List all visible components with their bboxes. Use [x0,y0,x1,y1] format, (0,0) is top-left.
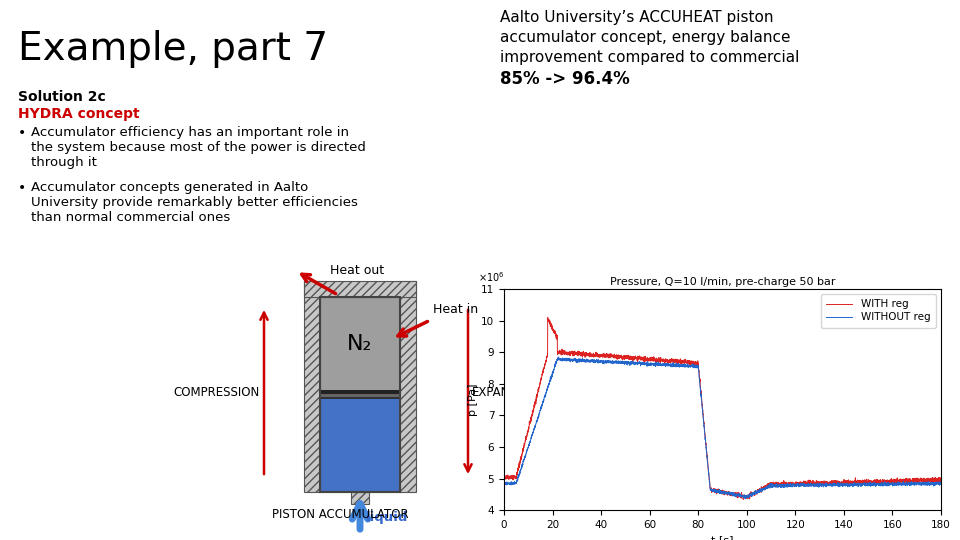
WITH reg [894,476,905,483]
Bar [320,399,400,492]
WITHOUT reg [935,481,947,488]
WITHOUT reg [894,480,905,487]
Text: PISTON ACCUMULATOR: PISTON ACCUMULATOR [272,508,409,521]
WITHOUT reg [762,483,774,490]
Legend: WITH reg, WITHOUT reg: WITH reg, WITHOUT reg [821,294,936,328]
Bar [304,281,416,297]
Text: accumulator concept, energy balance: accumulator concept, energy balance [500,30,790,45]
Text: Accumulator concepts generated in Aalto: Accumulator concepts generated in Aalto [31,181,308,194]
WITH reg [542,314,554,321]
Text: Example, part 7: Example, part 7 [18,30,328,68]
WITH reg [737,496,749,503]
Text: Aalto University’s ACCUHEAT piston: Aalto University’s ACCUHEAT piston [500,10,774,25]
Text: 85% -> 96.4%: 85% -> 96.4% [500,70,630,88]
Line: WITH reg: WITH reg [504,318,941,500]
Text: University provide remarkably better efficiencies: University provide remarkably better eff… [31,196,358,209]
WITHOUT reg [935,479,947,485]
Text: liquid: liquid [366,511,408,524]
Y-axis label: p [Pa]: p [Pa] [468,383,478,416]
WITH reg [592,352,604,358]
WITHOUT reg [553,354,564,360]
Text: HYDRA concept: HYDRA concept [18,107,139,121]
WITHOUT reg [739,496,751,502]
Text: Heat out: Heat out [330,264,384,277]
Bar [351,492,369,504]
WITHOUT reg [620,360,632,366]
WITH reg [620,353,632,360]
WITHOUT reg [498,481,510,487]
Text: COMPRESSION: COMPRESSION [174,386,260,399]
Text: Accumulator efficiency has an important role in: Accumulator efficiency has an important … [31,126,349,139]
WITHOUT reg [770,483,781,490]
Text: than normal commercial ones: than normal commercial ones [31,211,230,224]
Line: WITHOUT reg: WITHOUT reg [504,357,941,499]
Bar [320,390,400,394]
Text: •: • [18,181,26,195]
Bar [320,397,400,399]
X-axis label: t [s]: t [s] [711,536,733,540]
WITH reg [935,476,947,483]
Bar [320,297,400,390]
Text: $\times10^6$: $\times10^6$ [478,271,504,285]
WITH reg [762,480,774,487]
Text: Solution 2c: Solution 2c [18,90,106,104]
Text: improvement compared to commercial: improvement compared to commercial [500,50,800,65]
WITH reg [935,477,947,483]
Text: the system because most of the power is directed: the system because most of the power is … [31,141,366,154]
Bar [320,297,400,492]
Bar [320,394,400,397]
Text: Heat in: Heat in [433,303,478,316]
Text: •: • [18,126,26,140]
WITH reg [770,481,781,487]
WITHOUT reg [592,359,604,366]
Bar [304,281,320,492]
WITH reg [498,473,510,480]
Text: EXPANSION: EXPANSION [472,386,540,399]
Bar [400,281,416,492]
Text: through it: through it [31,156,97,169]
Title: Pressure, Q=10 l/min, pre-charge 50 bar: Pressure, Q=10 l/min, pre-charge 50 bar [610,276,835,287]
Text: N₂: N₂ [348,334,372,354]
